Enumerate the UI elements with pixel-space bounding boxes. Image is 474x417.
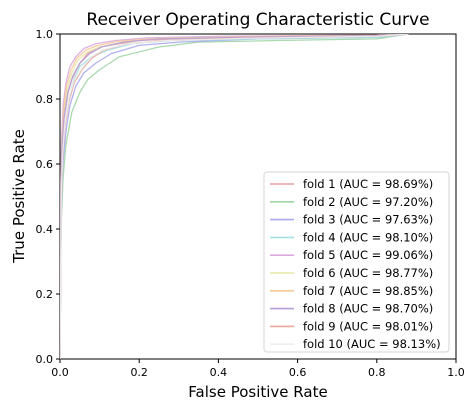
x-axis-ticks: 0.0 0.2 0.4 0.6 0.8 1.0 [51,359,465,379]
x-tick-label: 0.0 [51,366,69,379]
y-tick-label: 0.6 [36,158,54,171]
legend-label-fold-6: fold 6 (AUC = 98.77%) [303,266,433,280]
x-tick-label: 1.0 [447,366,465,379]
y-tick-label: 0.8 [36,93,54,106]
legend-box [263,171,450,353]
x-tick-label: 0.8 [368,366,386,379]
y-tick-label: 0.2 [36,288,54,301]
y-axis-label: True Positive Rate [10,129,28,264]
y-axis-ticks: 0.0 0.2 0.4 0.6 0.8 1.0 [36,28,60,366]
x-tick-label: 0.4 [210,366,228,379]
legend-label-fold-9: fold 9 (AUC = 98.01%) [303,319,433,333]
y-tick-label: 0.4 [36,223,54,236]
legend-label-fold-5: fold 5 (AUC = 99.06%) [303,248,433,262]
legend: fold 1 (AUC = 98.69%) fold 2 (AUC = 97.20… [263,171,450,353]
legend-label-fold-10: fold 10 (AUC = 98.13%) [303,337,441,351]
y-tick-label: 1.0 [36,28,54,41]
legend-label-fold-4: fold 4 (AUC = 98.10%) [303,230,433,244]
legend-label-fold-8: fold 8 (AUC = 98.70%) [303,302,433,316]
roc-line-fold-2 [60,34,409,359]
legend-label-fold-3: fold 3 (AUC = 97.63%) [303,213,433,227]
x-axis-label: False Positive Rate [188,383,327,401]
legend-label-fold-2: fold 2 (AUC = 97.20%) [303,195,433,209]
series-layer [60,34,409,359]
y-tick-label: 0.0 [36,353,54,366]
x-tick-label: 0.2 [130,366,148,379]
roc-line-fold-8 [60,34,409,359]
chart-title: Receiver Operating Characteristic Curve [86,10,429,30]
legend-label-fold-1: fold 1 (AUC = 98.69%) [303,177,433,191]
roc-line-fold-10 [60,34,409,359]
x-tick-label: 0.6 [289,366,307,379]
legend-label-fold-7: fold 7 (AUC = 98.85%) [303,284,433,298]
